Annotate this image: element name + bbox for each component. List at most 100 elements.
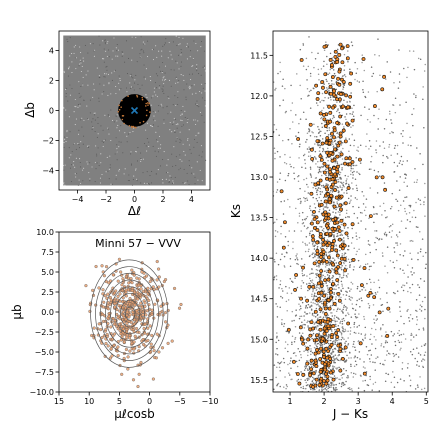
cmd-field-star (354, 178, 357, 180)
cmd-plot-area (273, 31, 428, 392)
cmd-field-star (419, 250, 422, 253)
cmd-field-star (347, 61, 349, 63)
cmd-field-star (316, 189, 319, 191)
cmd-field-star (286, 310, 288, 312)
cmd-field-star (336, 132, 338, 135)
sky-star (103, 48, 105, 50)
sky-star (142, 50, 144, 52)
sky-star (121, 51, 123, 53)
cmd-field-star (356, 238, 358, 240)
cmd-field-star (296, 175, 299, 178)
sky-star (204, 99, 206, 101)
cmd-field-star (299, 118, 302, 120)
sky-star (69, 55, 71, 57)
pm-star (101, 288, 105, 292)
cmd-field-star (315, 381, 318, 384)
pm-contour (105, 279, 155, 348)
member-star (136, 95, 139, 98)
sky-star (74, 57, 76, 59)
cmd-field-star (281, 318, 283, 321)
pm-star (136, 297, 140, 301)
sky-star (172, 41, 174, 43)
cmd-field-star (312, 382, 315, 384)
sky-star (89, 180, 91, 182)
cmd-field-star (344, 252, 347, 254)
cmd-field-star (278, 366, 281, 369)
cmd-field-star (421, 300, 424, 303)
sky-star (79, 46, 81, 48)
cmd-field-star (311, 330, 314, 332)
cmd-field-star (371, 343, 373, 345)
sky-star (186, 83, 188, 85)
cmd-field-star (345, 113, 348, 115)
sky-star (180, 65, 182, 67)
cmd-field-star (364, 228, 367, 230)
sky-star (172, 182, 175, 184)
sky-star (128, 180, 130, 182)
sky-star (165, 178, 167, 180)
cmd-field-star (407, 276, 409, 278)
cmd-member-star (311, 285, 316, 289)
cmd-field-star (347, 387, 349, 390)
cmd-field-star (359, 290, 361, 292)
sky-star (140, 49, 142, 51)
cmd-member-star (324, 223, 329, 228)
pm-star (100, 264, 104, 268)
cmd-field-star (307, 192, 310, 194)
cmd-member-star (321, 85, 325, 90)
x-tick-label: −2 (100, 195, 112, 204)
cmd-field-star (323, 60, 325, 63)
cmd-field-star (332, 300, 334, 302)
cmd-field-star (332, 319, 334, 322)
cmd-field-star (372, 304, 375, 306)
sky-star (99, 83, 101, 85)
cmd-field-star (330, 135, 332, 138)
cmd-field-star (331, 356, 334, 358)
y-tick-label: −7.5 (35, 368, 54, 377)
cmd-field-star (279, 258, 282, 261)
cmd-field-star (278, 134, 280, 136)
sky-star (73, 111, 75, 113)
cmd-member-star (315, 97, 320, 101)
cmd-field-star (315, 197, 318, 200)
cmd-field-star (284, 235, 287, 238)
cmd-field-star (395, 198, 397, 201)
sky-star (143, 76, 145, 78)
sky-star (176, 137, 178, 139)
cmd-field-star (418, 328, 420, 331)
sky-star (183, 168, 185, 170)
cmd-field-star (333, 359, 335, 361)
sky-star (88, 146, 90, 148)
sky-star (135, 74, 137, 77)
cmd-field-star (307, 354, 309, 357)
sky-star (86, 145, 89, 147)
cmd-field-star (317, 52, 319, 55)
cmd-field-star (345, 359, 348, 361)
cmd-member-star (325, 136, 330, 140)
cmd-field-star (344, 216, 347, 219)
sky-star (204, 105, 206, 107)
cmd-field-star (338, 273, 341, 276)
cmd-field-star (369, 360, 371, 363)
cmd-field-star (339, 156, 341, 158)
cmd-field-star (352, 343, 355, 345)
cmd-field-star (318, 332, 320, 334)
cmd-field-star (304, 167, 307, 169)
sky-star (120, 141, 122, 143)
sky-star (187, 138, 189, 140)
cmd-field-star (332, 348, 334, 351)
cmd-field-star (356, 250, 358, 253)
cmd-field-star (333, 186, 335, 188)
sky-star (80, 52, 82, 54)
sky-star (102, 40, 104, 42)
cmd-field-star (308, 248, 310, 250)
cmd-field-star (345, 380, 347, 383)
sky-star (180, 114, 182, 116)
cmd-field-star (309, 305, 311, 308)
member-star (148, 102, 151, 105)
sky-star (140, 158, 142, 161)
cmd-field-star (302, 42, 304, 45)
sky-star (111, 72, 113, 74)
sky-star (183, 79, 185, 82)
pm-star (116, 279, 120, 283)
